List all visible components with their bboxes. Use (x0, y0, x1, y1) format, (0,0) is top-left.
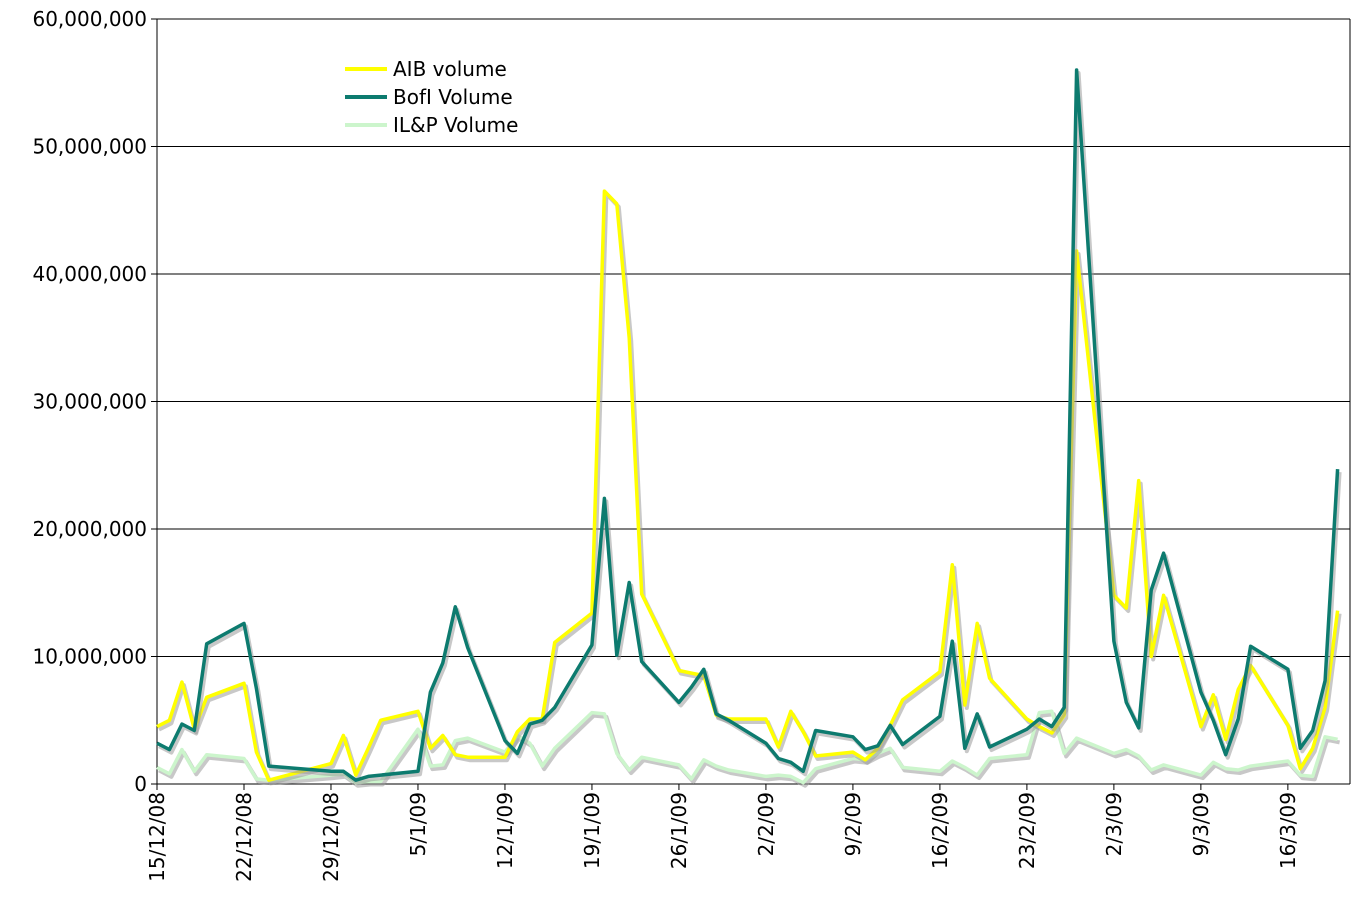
xtick-label-2: 29/12/08 (319, 792, 343, 882)
legend-entry-aib: AIB volume (345, 57, 507, 81)
xtick-label-13: 16/3/09 (1276, 792, 1300, 869)
series-shadow-0 (158, 192, 1342, 786)
xtick-label-5: 19/1/09 (580, 792, 604, 869)
xtick-label-9: 16/2/09 (928, 792, 952, 869)
ytick-label-5: 50,000,000 (32, 135, 147, 159)
ytick-label-2: 20,000,000 (32, 517, 147, 541)
x-tick-labels: 15/12/08 22/12/08 29/12/08 5/1/09 12/1/09 19/… (145, 792, 1300, 882)
series-line-2 (156, 709, 1338, 785)
xtick-label-11: 2/3/09 (1102, 792, 1126, 856)
gridlines (157, 18, 1350, 657)
series-shadow-1 (158, 71, 1342, 786)
xtick-label-7: 2/2/09 (754, 792, 778, 856)
legend-entry-bofi: BofI Volume (345, 85, 513, 109)
legend-label-ilp: IL&P Volume (393, 113, 518, 137)
series-line-1 (156, 68, 1340, 782)
xtick-label-1: 22/12/08 (232, 792, 256, 882)
series-line-0 (156, 189, 1340, 782)
ytick-label-4: 40,000,000 (32, 262, 147, 286)
legend-label-aib: AIB volume (393, 57, 507, 81)
ytick-label-3: 30,000,000 (32, 390, 147, 414)
xtick-label-12: 9/3/09 (1189, 792, 1213, 856)
xtick-label-8: 9/2/09 (841, 792, 865, 856)
series-lines (156, 68, 1342, 788)
legend-label-bofi: BofI Volume (393, 85, 513, 109)
ytick-label-0: 0 (134, 772, 147, 796)
xtick-label-3: 5/1/09 (406, 792, 430, 856)
ytick-label-1: 10,000,000 (32, 645, 147, 669)
y-tick-labels: 0 10,000,000 20,000,000 30,000,000 40,000,00… (32, 7, 147, 796)
axes (151, 18, 1351, 790)
legend: AIB volume BofI Volume IL&P Volume (345, 57, 518, 137)
ytick-label-6: 60,000,000 (32, 7, 147, 31)
legend-entry-ilp: IL&P Volume (345, 113, 518, 137)
xtick-label-6: 26/1/09 (667, 792, 691, 869)
xtick-label-0: 15/12/08 (145, 792, 169, 882)
xtick-label-10: 23/2/09 (1015, 792, 1039, 869)
xtick-label-4: 12/1/09 (493, 792, 517, 869)
